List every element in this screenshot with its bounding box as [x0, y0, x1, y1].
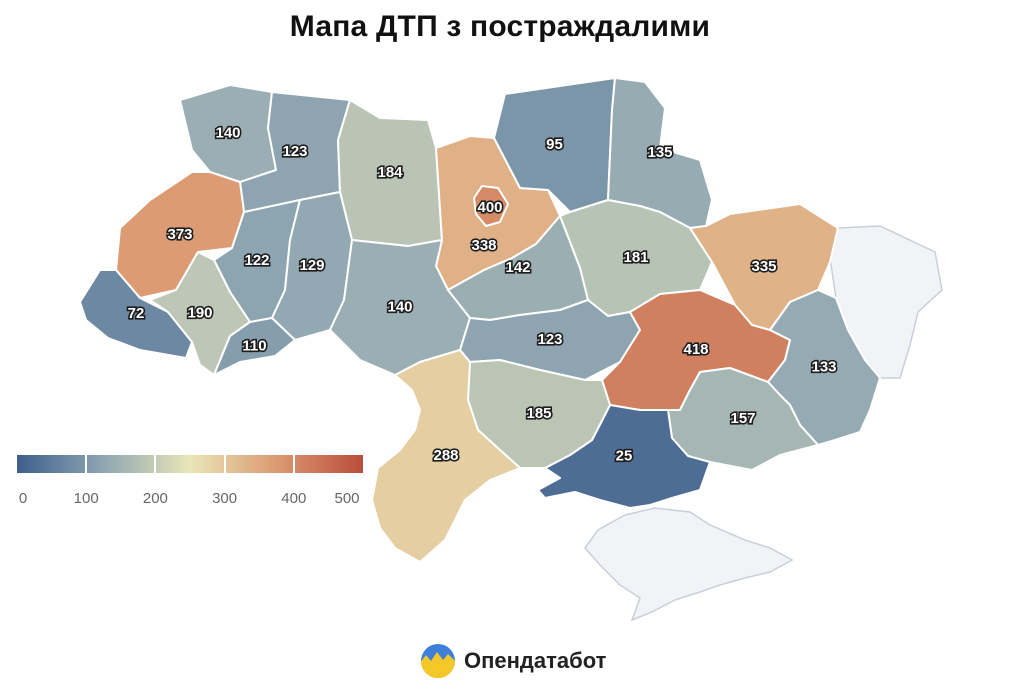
region-zaporizhzhia[interactable]	[667, 367, 819, 471]
legend-tick-label: 300	[212, 490, 238, 507]
legend-tick-label: 500	[334, 490, 360, 507]
region-value-donetsk: 133	[811, 358, 836, 375]
legend-tick-label: 0	[18, 490, 28, 507]
region-value-ternopil: 122	[244, 252, 269, 269]
color-legend: 0 100 200 300 400 500	[17, 455, 363, 515]
legend-tick-label: 400	[281, 490, 307, 507]
region-value-volyn: 140	[215, 124, 240, 141]
legend-separator	[85, 455, 88, 473]
brand-name: Опендатабот	[464, 648, 607, 673]
region-chernivtsi[interactable]	[213, 317, 296, 376]
region-value-chernihiv: 95	[546, 136, 563, 153]
opendatabot-logo-icon	[421, 644, 455, 678]
region-value-poltava: 181	[623, 249, 648, 266]
region-donetsk[interactable]	[767, 289, 881, 446]
legend-tick-label: 100	[73, 490, 99, 507]
region-value-zhytomyr: 184	[377, 164, 403, 181]
region-value-rivne: 123	[282, 143, 307, 160]
region-value-zaporizhzhia: 157	[730, 410, 755, 427]
brand: Опендатабот	[420, 643, 606, 679]
region-value-kyiv-city: 400	[477, 199, 502, 216]
region-kyiv-city[interactable]	[473, 185, 509, 227]
region-crimea-nodata	[584, 507, 794, 622]
region-value-mykolaiv: 185	[526, 405, 551, 422]
region-value-kherson: 25	[616, 447, 633, 464]
legend-tick-label: 200	[142, 490, 168, 507]
legend-color-bar	[17, 455, 363, 473]
region-khmelnytskyi[interactable]	[271, 191, 353, 341]
region-value-lviv: 373	[167, 226, 192, 243]
region-value-dnipropetrovsk: 418	[683, 341, 708, 358]
legend-separator	[154, 455, 157, 473]
legend-separator	[292, 455, 295, 473]
map-title: Мапа ДТП з постраждалими	[289, 10, 711, 43]
region-value-sumy: 135	[647, 144, 672, 161]
region-value-chernivtsi: 110	[242, 337, 266, 354]
region-odesa[interactable]	[371, 349, 521, 563]
region-value-kirovohrad: 123	[537, 331, 562, 348]
region-value-vinnytsia: 140	[387, 298, 412, 315]
region-value-khmelnytskyi: 129	[299, 257, 324, 274]
region-value-zakarpattia: 72	[128, 305, 145, 322]
region-zakarpattia[interactable]	[79, 269, 193, 359]
region-labels: 140 123 373 122 129 72 190 110 184 338 400 95 135 181…	[126, 123, 838, 466]
region-value-odesa: 288	[433, 447, 458, 464]
region-value-cherkasy: 142	[505, 259, 530, 276]
region-value-ivano-frankivsk: 190	[187, 304, 212, 321]
region-value-kyiv-oblast: 338	[471, 237, 496, 254]
legend-separator	[223, 455, 226, 473]
region-value-kharkiv: 335	[751, 258, 776, 275]
